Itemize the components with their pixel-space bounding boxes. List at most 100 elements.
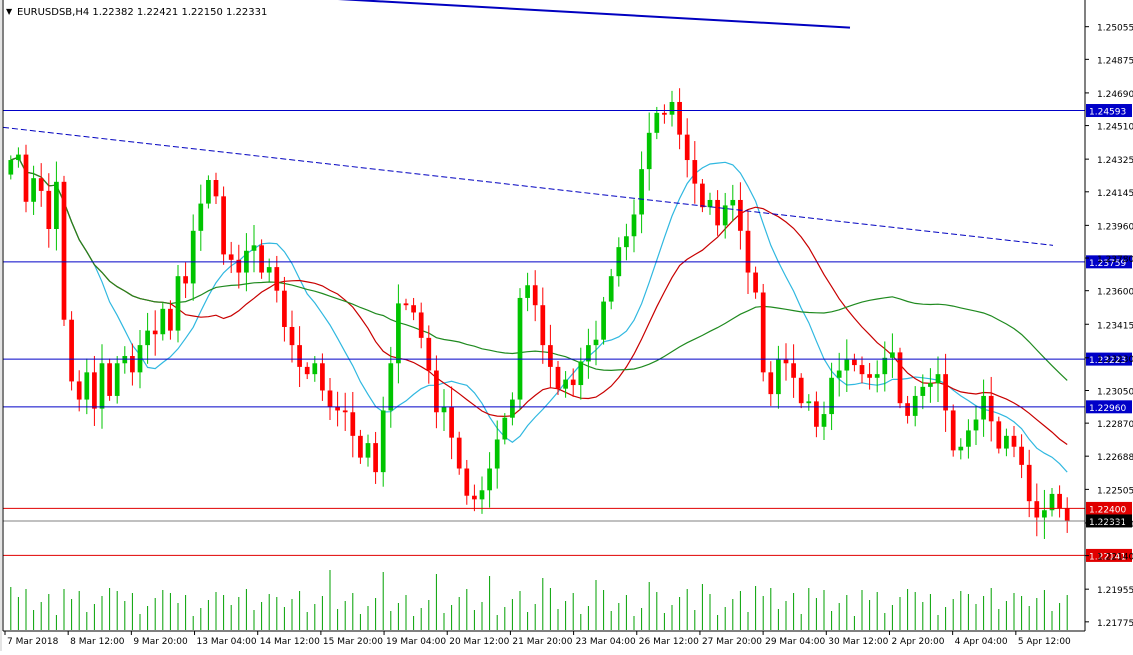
candle-body — [753, 272, 758, 293]
time-tick-label: 30 Mar 12:00 — [828, 637, 888, 647]
candle-body — [662, 112, 667, 115]
collapse-arrow-icon[interactable]: ▼ — [6, 7, 13, 16]
ma-slowest-line — [10, 156, 1068, 381]
candle-body — [426, 337, 432, 371]
candle-body — [8, 160, 14, 175]
candle-body — [715, 199, 720, 226]
candle-body — [31, 178, 36, 202]
candle-body — [472, 495, 477, 500]
candle-body — [236, 259, 242, 273]
candle-body — [874, 374, 880, 378]
candle-body — [525, 285, 530, 298]
price-tick-label: 1.21775 — [1097, 619, 1133, 629]
price-tick-label: 1.25055 — [1097, 24, 1133, 34]
candle-body — [190, 230, 196, 284]
candle-body — [259, 245, 264, 273]
candle-body — [540, 305, 546, 346]
time-tick-label: 15 Mar 20:00 — [323, 637, 383, 647]
trendline-solid[interactable] — [200, 0, 851, 29]
candle-body — [783, 359, 789, 364]
candle-body — [365, 443, 371, 458]
price-tick-label: 1.23960 — [1097, 222, 1133, 232]
candle-body — [958, 446, 964, 451]
candle-body — [228, 254, 234, 260]
trendline-dashed[interactable] — [2, 126, 1054, 246]
candle-body — [396, 303, 401, 364]
time-tick-label: 27 Mar 20:00 — [702, 637, 762, 647]
candle-body — [966, 430, 971, 447]
candle-body — [806, 401, 812, 404]
candle-body — [570, 379, 576, 386]
candle-body — [836, 370, 842, 378]
candle-body — [973, 419, 979, 431]
candle-body — [920, 386, 926, 396]
candle-body — [798, 377, 804, 404]
candle-body — [928, 383, 933, 387]
candle-body — [510, 399, 515, 418]
price-label-1.22400-bg — [1086, 501, 1132, 515]
candle-body — [563, 379, 568, 389]
price-label-1.23223: 1.23223 — [1089, 356, 1126, 366]
candle-body — [578, 361, 584, 386]
candle-body — [183, 276, 188, 284]
candle-body — [145, 330, 150, 346]
candle-body — [745, 230, 751, 273]
candle-body — [312, 363, 318, 375]
time-tick-label: 21 Mar 20:00 — [512, 637, 572, 647]
price-tick-label: 1.21955 — [1097, 586, 1133, 596]
candle-body — [297, 345, 302, 367]
candle-body — [692, 160, 698, 184]
price-label-1.23759-bg — [1086, 255, 1132, 269]
candle-body — [882, 357, 888, 375]
candle-body — [350, 412, 356, 436]
candle-body — [1034, 501, 1040, 518]
candle-body — [320, 363, 325, 391]
candle-body — [342, 410, 348, 413]
candle-body — [1004, 435, 1009, 449]
chart-symbol: EURUSDSB,H4 1.22382 1.22421 1.22150 1.22… — [17, 7, 267, 18]
candle-body — [198, 203, 204, 231]
candle-body — [251, 245, 257, 251]
candle-body — [935, 374, 941, 384]
price-tick-label: 1.23600 — [1097, 288, 1133, 298]
candle-body — [981, 395, 986, 420]
candle-body — [1057, 493, 1062, 509]
price-tick-label: 1.22505 — [1097, 486, 1133, 496]
candle-body — [1011, 435, 1017, 447]
price-tick-label: 1.23415 — [1097, 321, 1133, 331]
time-tick-label: 4 Apr 04:00 — [955, 637, 1008, 647]
candle-body — [114, 363, 120, 396]
time-tick-label: 7 Mar 2018 — [7, 637, 59, 647]
candle-body — [844, 359, 850, 371]
candle-body — [69, 319, 74, 382]
candle-body — [92, 372, 97, 409]
candle-body — [373, 443, 378, 473]
ma-fast-line — [10, 156, 1068, 473]
candle-body — [601, 301, 606, 340]
bid-label: 1.22331 — [1089, 518, 1126, 528]
candle-body — [213, 180, 219, 197]
candle-body — [380, 410, 386, 473]
candle-body — [624, 236, 629, 248]
candle-body — [130, 356, 135, 373]
candle-body — [950, 410, 956, 451]
candle-body — [266, 267, 272, 273]
price-label-1.24593-bg — [1086, 104, 1132, 118]
time-tick-label: 5 Apr 12:00 — [1018, 637, 1071, 647]
candle-body — [221, 196, 226, 255]
candle-body — [1042, 510, 1047, 518]
price-tick-label: 1.24145 — [1097, 189, 1133, 199]
candle-body — [494, 439, 500, 469]
bid-label-bg — [1086, 514, 1132, 528]
candle-body — [54, 181, 59, 229]
candle-body — [814, 401, 819, 427]
price-label-1.22141: 1.22141 — [1089, 552, 1126, 562]
candle-body — [16, 154, 21, 161]
candle-body — [943, 374, 948, 411]
candle-body — [168, 308, 173, 331]
time-tick-label: 13 Mar 04:00 — [197, 637, 257, 647]
candle-body — [897, 352, 903, 404]
price-label-1.22960-bg — [1086, 400, 1132, 414]
